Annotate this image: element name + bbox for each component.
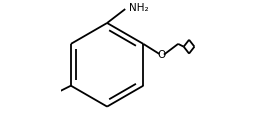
Text: O: O xyxy=(157,50,166,60)
Text: NH₂: NH₂ xyxy=(129,3,148,13)
